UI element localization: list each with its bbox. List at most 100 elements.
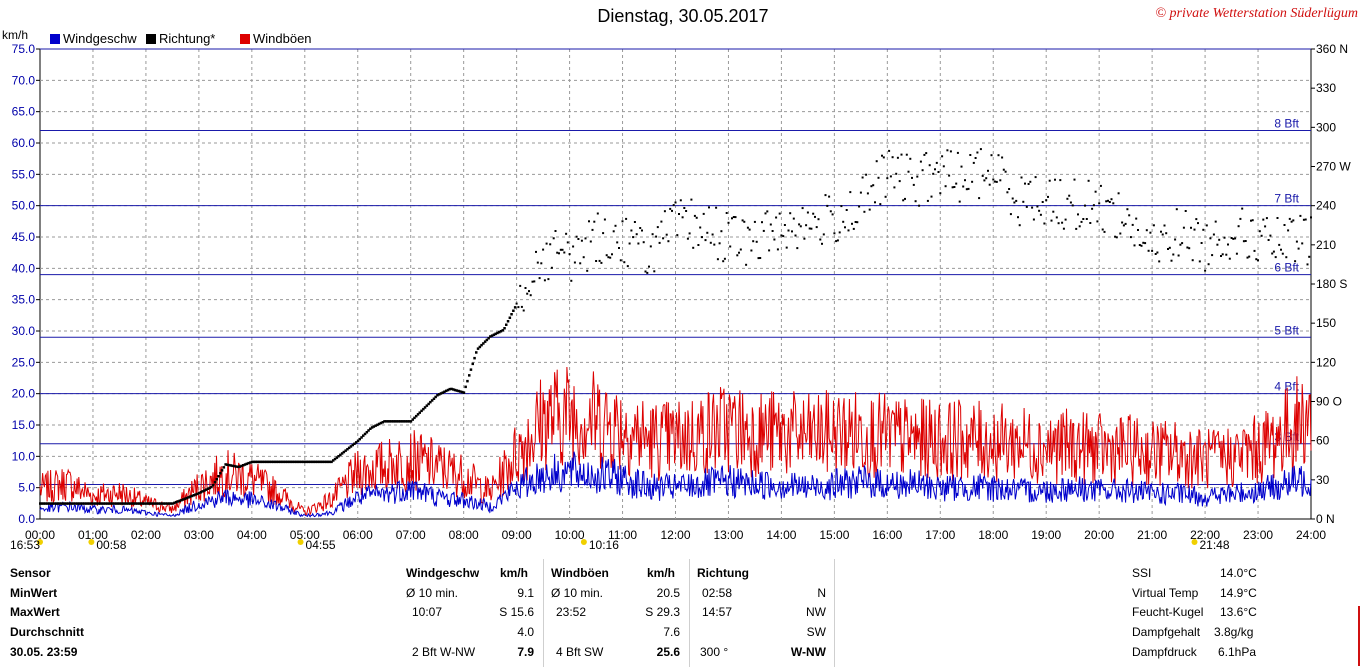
direction-point <box>340 452 344 455</box>
direction-point <box>102 502 105 505</box>
direction-point <box>997 154 1000 157</box>
direction-point <box>1281 252 1284 255</box>
direction-point <box>854 221 857 223</box>
direction-point <box>1069 201 1072 204</box>
x-tick-label: 16:00 <box>872 528 902 542</box>
direction-point <box>757 257 760 260</box>
direction-point <box>104 502 107 505</box>
direction-point <box>1269 234 1272 237</box>
direction-point <box>240 464 243 468</box>
direction-point <box>895 172 898 175</box>
x-tick-label: 11:00 <box>608 528 637 542</box>
direction-point <box>192 494 196 497</box>
direction-point <box>99 502 102 505</box>
direction-point <box>1043 222 1046 225</box>
direction-point <box>1212 233 1215 236</box>
direction-point <box>591 228 594 231</box>
direction-point <box>400 420 404 423</box>
beaufort-label: 6 Bft <box>1274 261 1299 275</box>
direction-point <box>685 210 688 212</box>
extra-dampfdruck-value: 6.1hPa <box>1218 645 1257 659</box>
direction-point <box>838 231 841 234</box>
direction-point <box>1027 183 1030 185</box>
direction-point <box>61 502 65 505</box>
direction-point <box>58 502 61 505</box>
direction-point <box>856 221 859 224</box>
direction-point <box>900 153 903 156</box>
direction-point <box>1110 198 1113 201</box>
y-tick-label: 50.0 <box>12 199 36 213</box>
direction-point <box>672 204 675 207</box>
direction-point <box>1149 231 1152 234</box>
direction-point <box>1038 209 1041 212</box>
direction-point <box>1198 260 1201 263</box>
direction-point <box>1179 243 1182 246</box>
direction-point <box>907 170 910 173</box>
direction-point <box>319 460 323 464</box>
direction-point <box>520 305 523 308</box>
direction-point <box>683 207 686 209</box>
wind-max-value: S 15.6 <box>499 605 534 619</box>
direction-point <box>1184 210 1187 212</box>
direction-point <box>665 233 668 236</box>
direction-point <box>342 450 346 454</box>
y2-tick-label: 120 <box>1316 355 1336 369</box>
direction-point <box>1062 227 1065 230</box>
y2-tick-label: 300 <box>1316 120 1336 134</box>
marker-label: 04:55 <box>306 538 336 552</box>
y2-tick-label: 330 <box>1316 81 1336 95</box>
direction-point <box>277 460 280 464</box>
direction-point <box>978 197 981 200</box>
direction-point <box>97 502 100 505</box>
direction-point <box>1001 156 1004 159</box>
direction-point <box>697 244 700 246</box>
direction-point <box>1283 224 1286 226</box>
direction-point <box>794 234 797 237</box>
direction-point <box>1214 220 1217 223</box>
x-tick-label: 09:00 <box>502 528 532 542</box>
direction-point <box>213 480 217 484</box>
direction-point <box>280 460 284 464</box>
direction-point <box>934 168 936 171</box>
direction-point <box>1122 224 1125 227</box>
direction-point <box>316 460 319 464</box>
direction-point <box>944 185 947 188</box>
direction-point <box>1066 197 1069 200</box>
y2-tick-label: 150 <box>1316 316 1336 330</box>
direction-point <box>1061 221 1064 224</box>
direction-point <box>535 250 537 253</box>
direction-point <box>65 502 68 505</box>
direction-point <box>1015 199 1018 202</box>
direction-point <box>1170 259 1173 262</box>
direction-point <box>791 230 793 233</box>
direction-point <box>552 237 555 240</box>
direction-point <box>752 240 755 243</box>
direction-point <box>960 165 963 168</box>
direction-point <box>651 233 654 236</box>
wind-header: Windgeschw <box>406 566 480 580</box>
direction-point <box>1260 234 1263 237</box>
direction-point <box>1167 248 1169 250</box>
direction-point <box>293 460 296 464</box>
direction-point <box>40 502 44 505</box>
direction-point <box>575 235 578 238</box>
direction-point <box>775 216 778 219</box>
direction-point <box>363 432 367 436</box>
direction-point <box>835 240 838 243</box>
direction-point <box>1218 238 1221 241</box>
direction-point <box>1089 222 1092 224</box>
direction-point <box>918 204 921 207</box>
direction-point <box>746 226 749 229</box>
marker-dot <box>1191 539 1198 545</box>
direction-point <box>503 327 506 330</box>
direction-point <box>686 237 689 240</box>
direction-point <box>814 215 816 218</box>
direction-point <box>1108 201 1111 203</box>
direction-point <box>586 269 589 272</box>
direction-point <box>607 256 610 259</box>
direction-point <box>136 502 139 505</box>
x-tick-label: 10:00 <box>555 528 585 542</box>
direction-point <box>480 343 483 347</box>
direction-point <box>621 220 624 223</box>
legend-label: Windgeschw <box>63 31 137 46</box>
